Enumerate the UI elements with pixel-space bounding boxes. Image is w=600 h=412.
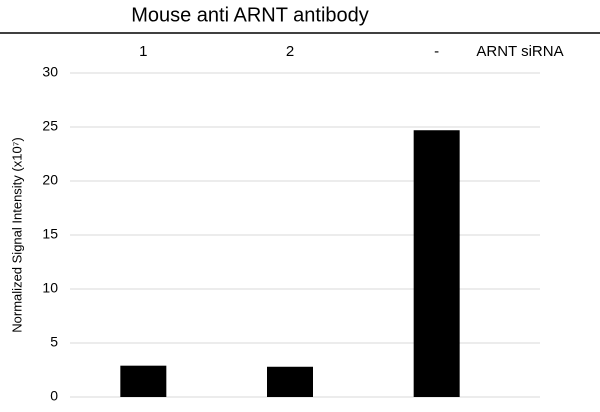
x-tick-label: 2 (286, 43, 294, 60)
bar (413, 130, 460, 398)
x-tick-label: - (434, 43, 439, 60)
y-axis-label: Normalized Signal Intensity (x10⁷) (9, 137, 24, 332)
y-tick-label: 15 (42, 226, 58, 242)
y-tick-label: 30 (42, 64, 58, 80)
bar (267, 366, 313, 397)
y-tick-label: 25 (42, 118, 58, 134)
y-tick-label: 10 (42, 280, 58, 296)
y-tick-label: 0 (50, 388, 58, 404)
chart-title: Mouse anti ARNT antibody (131, 4, 369, 26)
bar (120, 365, 167, 397)
y-tick-label: 5 (50, 334, 58, 350)
x-axis-label: ARNT siRNA (476, 43, 563, 60)
y-tick-label: 20 (42, 172, 58, 188)
x-tick-label: 1 (139, 43, 147, 60)
